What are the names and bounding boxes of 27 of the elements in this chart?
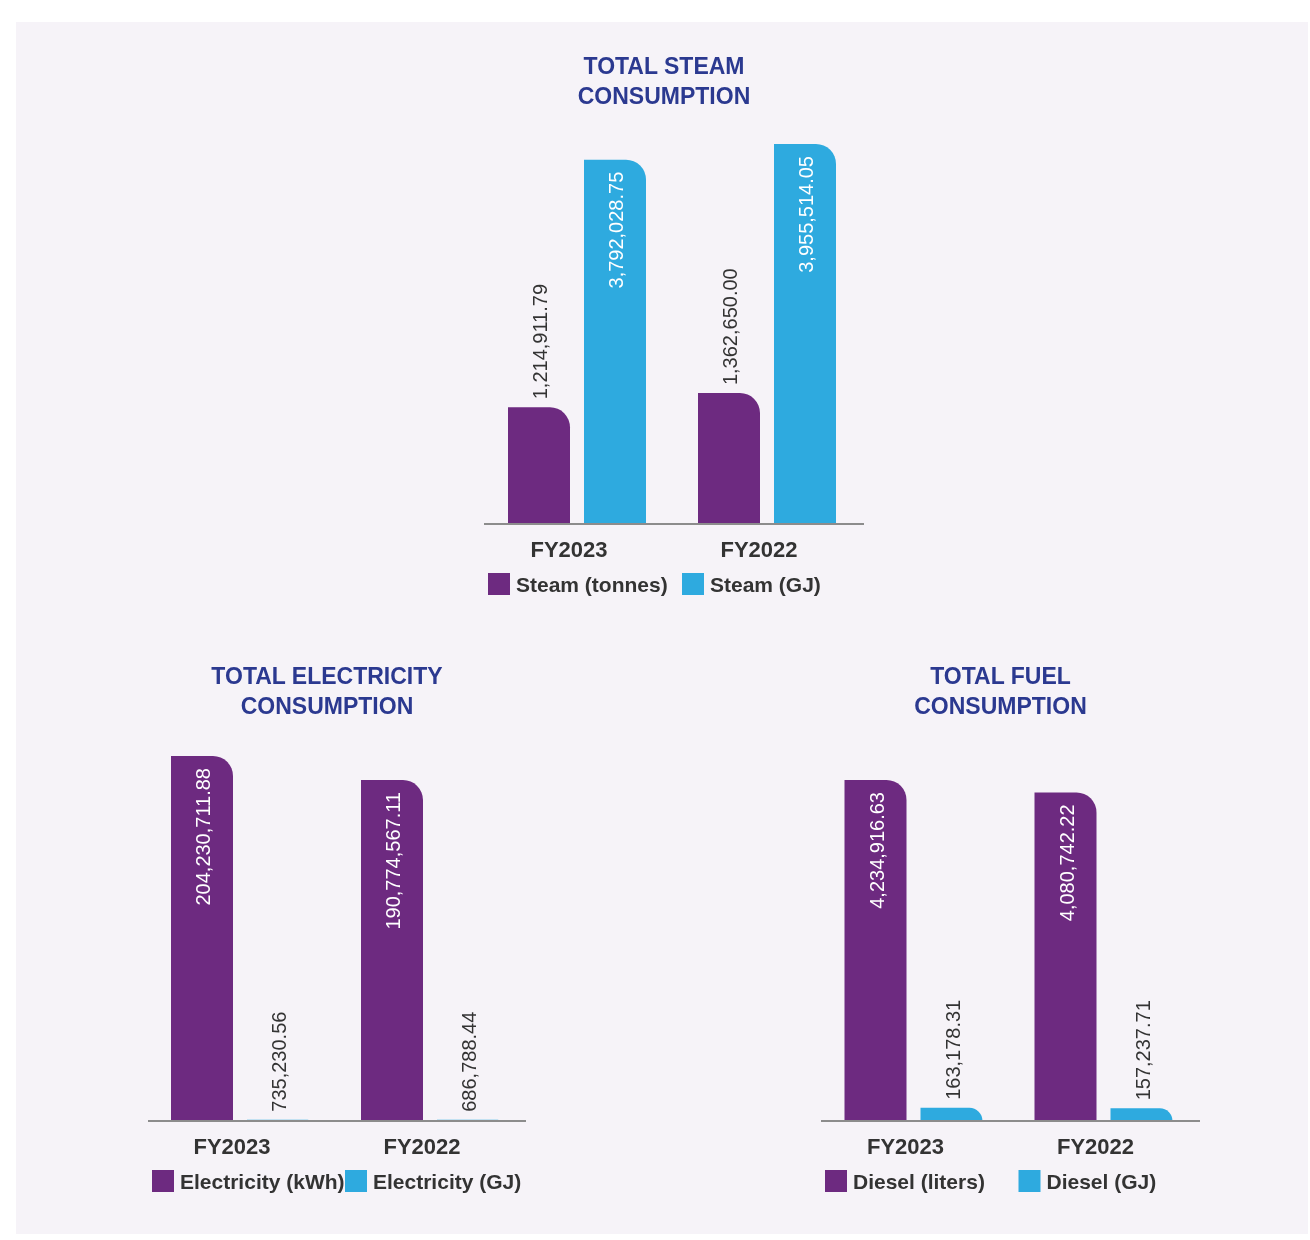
- legend-label: Electricity (GJ): [373, 1170, 522, 1193]
- legend-label: Steam (GJ): [710, 573, 821, 596]
- data-label: 3,792,028.75: [605, 171, 627, 289]
- data-label: 157,237.71: [1131, 1000, 1154, 1101]
- chart-title: TOTAL ELECTRICITY CONSUMPTION: [211, 663, 443, 719]
- data-label: 1,362,650.00: [719, 268, 741, 386]
- legend-label: Steam (tonnes): [516, 573, 668, 596]
- legend-label: Electricity (kWh): [180, 1170, 345, 1193]
- x-tick-label: FY2023: [193, 1134, 271, 1159]
- x-tick-label: FY2022: [720, 537, 798, 562]
- data-label: 163,178.31: [941, 999, 964, 1100]
- data-label: 3,955,514.05: [795, 156, 817, 273]
- x-tick-label: FY2022: [383, 1134, 461, 1159]
- data-label: 204,230,711.88: [192, 768, 214, 906]
- data-label: 4,080,742.22: [1055, 804, 1078, 922]
- legend-label: Diesel (GJ): [1046, 1170, 1157, 1193]
- data-label: 4,234,916.63: [865, 792, 888, 909]
- chart-title: TOTAL FUEL CONSUMPTION: [914, 663, 1087, 719]
- legend-label: Diesel (liters): [853, 1170, 985, 1193]
- x-tick-label: FY2022: [1056, 1134, 1135, 1159]
- data-label: 1,214,911.79: [529, 283, 551, 400]
- data-label: 735,230.56: [268, 1011, 290, 1112]
- x-tick-label: FY2023: [530, 537, 608, 562]
- data-label: 190,774,567.11: [382, 792, 404, 930]
- x-tick-label: FY2023: [866, 1134, 945, 1159]
- chart-title: TOTAL STEAM CONSUMPTION: [577, 53, 751, 109]
- data-label: 686,788.44: [458, 1011, 480, 1112]
